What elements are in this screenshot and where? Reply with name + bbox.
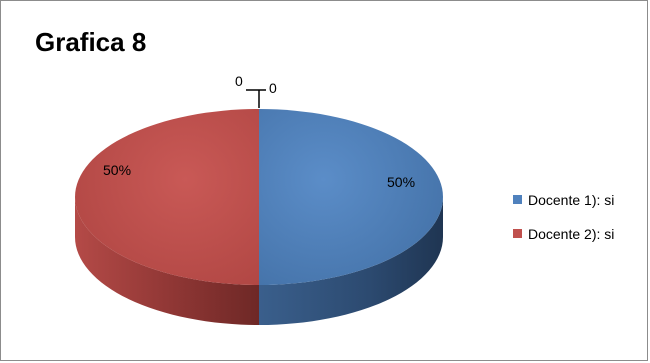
zero-label-1: 0 [235, 73, 243, 89]
legend-label: Docente 1): si [528, 191, 615, 208]
legend-swatch-red [513, 229, 522, 238]
legend-swatch-blue [513, 195, 522, 204]
pie-slice-side-red [75, 197, 259, 325]
legend-item-docente-2: Docente 2): si [513, 223, 614, 244]
data-label-docente-2: 50% [103, 162, 131, 178]
data-label-docente-1: 50% [387, 174, 415, 190]
legend-label: Docente 2): si [528, 225, 615, 242]
pie-slice-docente-1 [259, 109, 443, 285]
chart-legend: Docente 1): si Docente 2): si [513, 189, 614, 257]
pie-slice-docente-2 [75, 109, 259, 285]
legend-item-docente-1: Docente 1): si [513, 189, 614, 210]
zero-label-leader-line [246, 89, 266, 108]
chart-title: Grafica 8 [35, 27, 147, 57]
pie-slice-side-blue [259, 197, 443, 325]
zero-label-2: 0 [269, 80, 277, 96]
